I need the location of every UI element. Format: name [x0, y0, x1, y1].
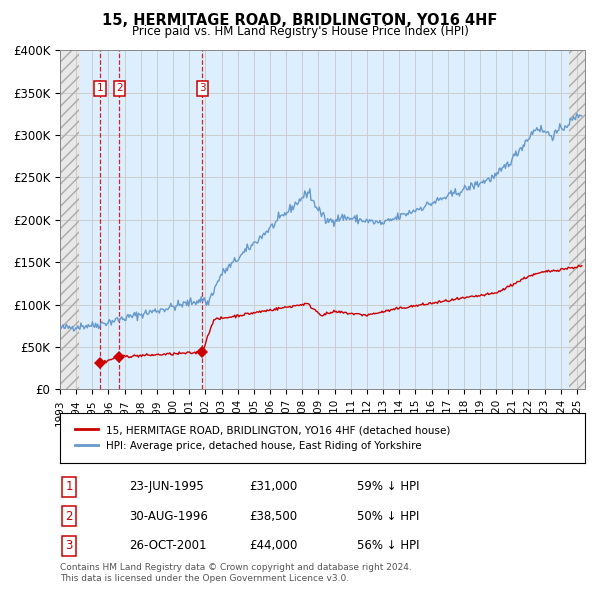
Text: £38,500: £38,500: [249, 510, 297, 523]
Text: 50% ↓ HPI: 50% ↓ HPI: [357, 510, 419, 523]
Text: 2: 2: [116, 83, 122, 93]
Legend: 15, HERMITAGE ROAD, BRIDLINGTON, YO16 4HF (detached house), HPI: Average price, : 15, HERMITAGE ROAD, BRIDLINGTON, YO16 4H…: [70, 421, 454, 455]
Bar: [60, 50, 79, 389]
Text: £31,000: £31,000: [249, 480, 297, 493]
Bar: [569, 50, 585, 389]
Text: 3: 3: [65, 539, 73, 552]
Text: 2: 2: [65, 510, 73, 523]
Bar: [569, 50, 585, 389]
Text: 23-JUN-1995: 23-JUN-1995: [129, 480, 204, 493]
Text: £44,000: £44,000: [249, 539, 298, 552]
Text: Contains HM Land Registry data © Crown copyright and database right 2024.: Contains HM Land Registry data © Crown c…: [60, 563, 412, 572]
Text: 3: 3: [199, 83, 206, 93]
Text: 30-AUG-1996: 30-AUG-1996: [129, 510, 208, 523]
Text: 15, HERMITAGE ROAD, BRIDLINGTON, YO16 4HF: 15, HERMITAGE ROAD, BRIDLINGTON, YO16 4H…: [103, 13, 497, 28]
Text: Price paid vs. HM Land Registry's House Price Index (HPI): Price paid vs. HM Land Registry's House …: [131, 25, 469, 38]
Text: This data is licensed under the Open Government Licence v3.0.: This data is licensed under the Open Gov…: [60, 574, 349, 583]
Text: 1: 1: [65, 480, 73, 493]
Text: 1: 1: [97, 83, 103, 93]
Text: 56% ↓ HPI: 56% ↓ HPI: [357, 539, 419, 552]
Text: 26-OCT-2001: 26-OCT-2001: [129, 539, 206, 552]
Text: 59% ↓ HPI: 59% ↓ HPI: [357, 480, 419, 493]
Bar: [60, 50, 79, 389]
